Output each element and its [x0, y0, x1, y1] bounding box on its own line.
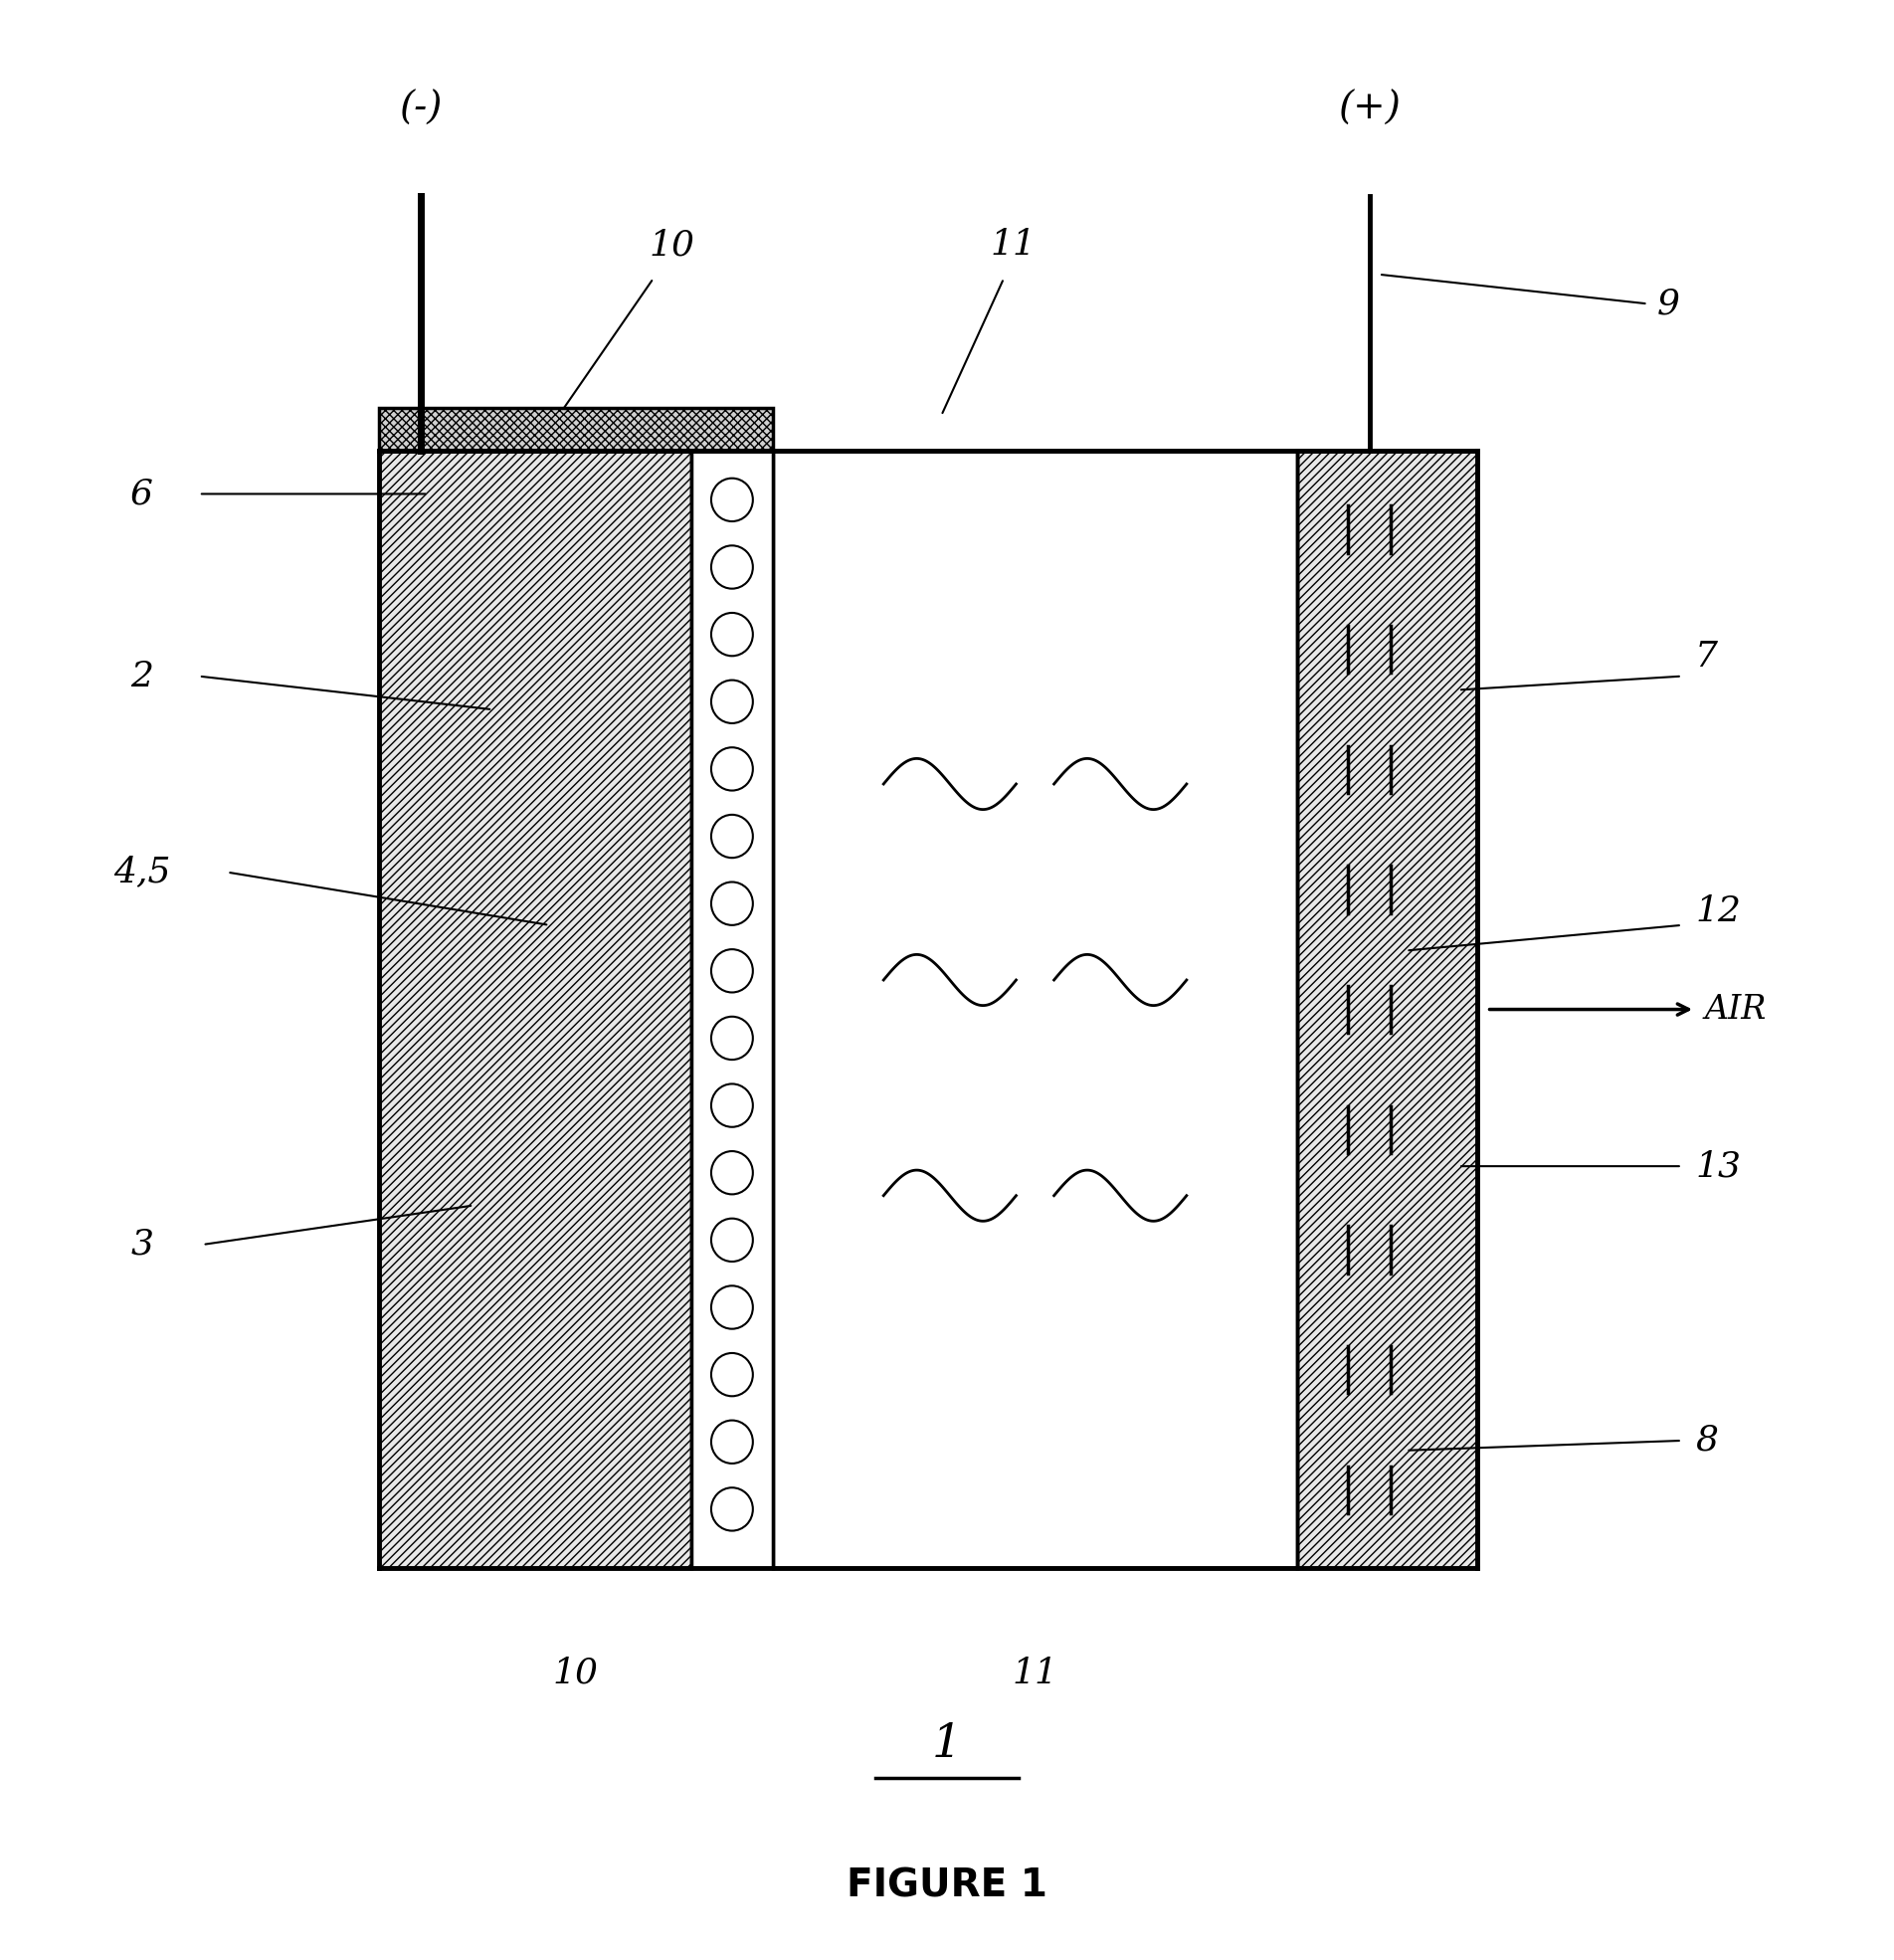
Text: 2: 2 [131, 659, 153, 694]
Bar [1297, 451, 1477, 1568]
Text: 7: 7 [1695, 639, 1718, 674]
Text: 3: 3 [131, 1227, 153, 1262]
Text: 13: 13 [1695, 1149, 1741, 1184]
Text: 11: 11 [1011, 1656, 1059, 1690]
Text: 10: 10 [553, 1656, 599, 1690]
Text: 4,5: 4,5 [114, 855, 170, 890]
Text: AIR: AIR [1705, 994, 1767, 1025]
Text: 12: 12 [1695, 894, 1741, 929]
Text: FIGURE 1: FIGURE 1 [847, 1866, 1047, 1905]
Text: 10: 10 [650, 227, 695, 263]
Text: 9: 9 [1657, 286, 1680, 321]
Bar [691, 451, 773, 1568]
Text: 1: 1 [932, 1723, 962, 1766]
Text: 6: 6 [131, 476, 153, 512]
Bar [773, 451, 1297, 1568]
Text: (-): (-) [400, 90, 441, 127]
Bar [379, 451, 691, 1568]
Text: 11: 11 [991, 227, 1036, 263]
Bar [379, 408, 773, 451]
Text: (+): (+) [1337, 90, 1402, 127]
Text: 8: 8 [1695, 1423, 1718, 1458]
